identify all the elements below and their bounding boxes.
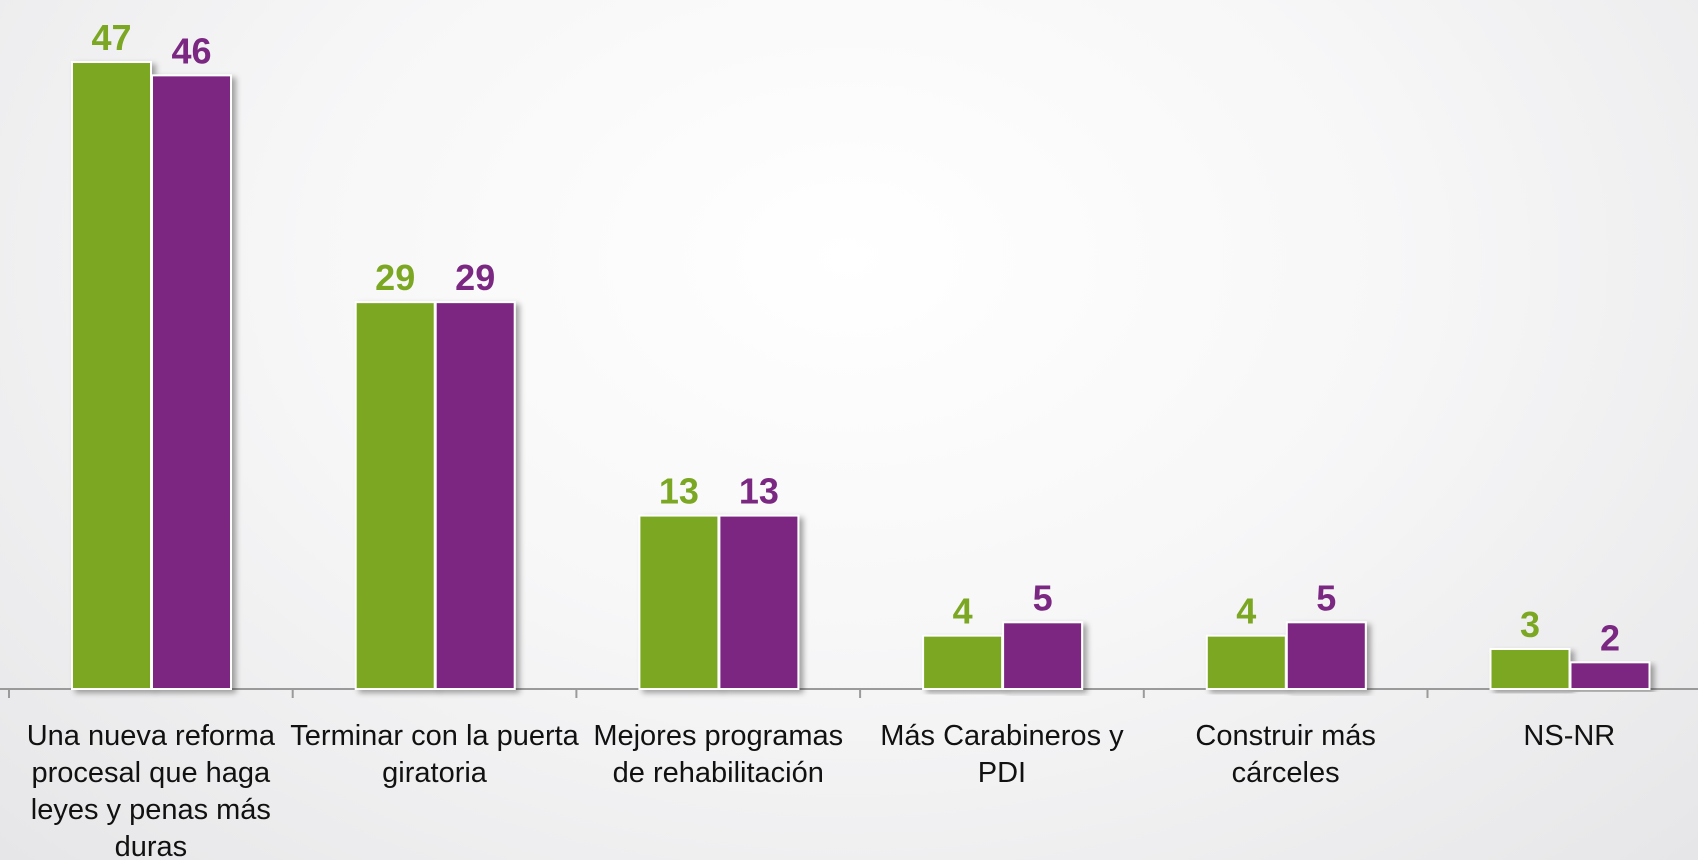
value-label: 13 <box>739 471 779 512</box>
bar <box>354 301 436 690</box>
bar <box>1569 661 1651 691</box>
x-tick-label: Mejores programas de rehabilitación <box>593 720 844 789</box>
value-label: 29 <box>455 257 495 298</box>
value-label: 13 <box>659 471 699 512</box>
x-tick-label: Una nueva reforma procesal que haga leye… <box>26 720 275 860</box>
value-label: 46 <box>171 30 211 71</box>
bar <box>1489 647 1571 690</box>
value-label: 47 <box>91 17 131 58</box>
value-label: 29 <box>375 257 415 298</box>
value-label: 4 <box>953 591 973 632</box>
value-label: 4 <box>1236 591 1256 632</box>
value-label: 2 <box>1600 617 1620 658</box>
bar <box>1285 621 1367 690</box>
value-label: 5 <box>1316 577 1336 618</box>
bar <box>718 514 800 691</box>
x-tick-label: NS-NR <box>1523 720 1616 752</box>
value-label: 3 <box>1520 604 1540 645</box>
bar <box>638 514 720 691</box>
bar <box>151 74 232 691</box>
bar <box>434 301 516 690</box>
bar <box>71 61 152 690</box>
value-label: 5 <box>1033 577 1053 618</box>
x-tick-label: Construir más cárceles <box>1195 720 1376 789</box>
bar <box>922 634 1004 691</box>
x-tick-label: Terminar con la puerta giratoria <box>290 720 579 789</box>
bar <box>1002 621 1084 690</box>
x-tick-label: Más Carabineros y PDI <box>880 720 1124 789</box>
bar <box>1205 634 1287 691</box>
